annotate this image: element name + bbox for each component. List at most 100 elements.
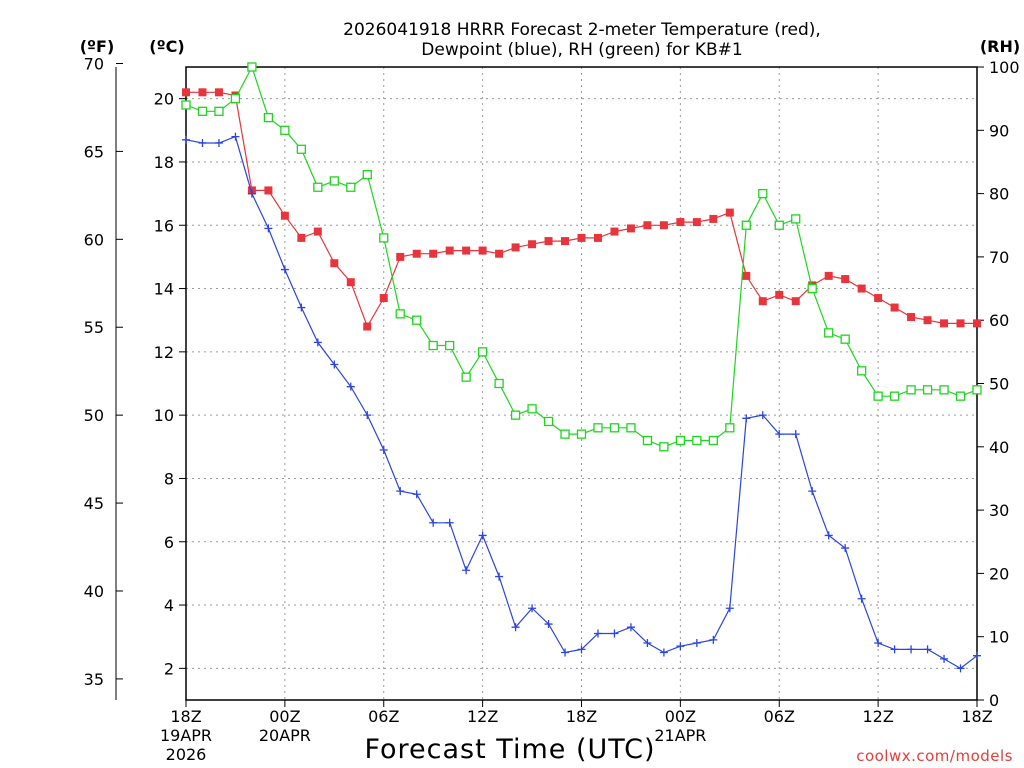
temperature-point — [940, 319, 949, 328]
temperature-point — [775, 290, 784, 299]
rh-point — [346, 182, 356, 192]
temperature-point — [462, 246, 471, 255]
temperature-point — [791, 297, 800, 306]
rh-unit-label: (RH) — [980, 37, 1020, 56]
x-tick-date: 21APR — [654, 726, 706, 745]
dewpoint-point — [758, 411, 767, 420]
temperature-point — [495, 249, 504, 258]
rh-tick-label: 100 — [989, 58, 1020, 77]
x-tick-label: 12Z — [862, 707, 893, 726]
rh-point — [181, 100, 191, 110]
temperature-point — [742, 271, 751, 280]
rh-point — [379, 233, 389, 243]
dewpoint-point — [610, 629, 619, 638]
dewpoint-point — [379, 445, 388, 454]
temperature-point — [692, 218, 701, 227]
temperature-point — [528, 240, 537, 249]
dewpoint-point — [923, 645, 932, 654]
celsius-tick-label: 4 — [164, 596, 174, 615]
temperature-point — [857, 284, 866, 293]
temperature-point — [297, 233, 306, 242]
celsius-tick-label: 10 — [154, 406, 174, 425]
celsius-tick-label: 20 — [154, 90, 174, 109]
temperature-point — [511, 243, 520, 252]
dewpoint-point — [280, 265, 289, 274]
dewpoint-series — [182, 132, 981, 673]
rh-tick-label: 70 — [989, 248, 1009, 267]
rh-point — [543, 416, 554, 427]
dewpoint-point — [214, 138, 223, 147]
dewpoint-point — [824, 531, 833, 540]
dewpoint-point — [561, 648, 570, 657]
x-tick-label: 18Z — [170, 707, 201, 726]
dewpoint-point — [692, 639, 701, 648]
rh-point — [824, 328, 834, 338]
dewpoint-point — [544, 620, 553, 629]
temperature-point — [379, 294, 388, 303]
temperature-point — [561, 237, 570, 246]
chart-title-line2: Dewpoint (blue), RH (green) for KB#1 — [421, 40, 742, 60]
rh-series — [181, 62, 982, 452]
celsius-tick-label: 18 — [154, 153, 174, 172]
temperature-point — [907, 313, 916, 322]
dewpoint-line — [185, 135, 978, 670]
rh-tick-label: 90 — [989, 121, 1009, 140]
temperature-point — [214, 88, 223, 97]
rh-point — [659, 442, 669, 452]
dewpoint-point — [907, 645, 916, 654]
dewpoint-point — [857, 594, 866, 603]
x-tick-label: 06Z — [368, 707, 399, 726]
rh-tick-label: 80 — [989, 185, 1009, 204]
celsius-tick-label: 2 — [164, 659, 174, 678]
fahrenheit-tick-label: 45 — [84, 494, 104, 513]
rh-point — [840, 334, 850, 344]
fahrenheit-tick-label: 65 — [84, 142, 104, 161]
dewpoint-point — [330, 360, 339, 369]
axes — [115, 62, 984, 707]
temperature-point — [363, 322, 372, 331]
rh-point — [494, 378, 504, 389]
dewpoint-point — [643, 639, 652, 648]
temperature-point — [725, 208, 734, 217]
dewpoint-point — [429, 518, 438, 527]
fahrenheit-tick-label: 60 — [84, 230, 104, 249]
temperature-point — [182, 88, 190, 97]
rh-point — [675, 435, 686, 446]
rh-point — [939, 385, 949, 395]
rh-tick-label: 50 — [989, 375, 1009, 394]
temperature-point — [956, 319, 965, 328]
rh-point — [972, 385, 982, 395]
dewpoint-point — [577, 645, 586, 654]
temperature-point — [659, 221, 668, 230]
temperature-point — [396, 252, 405, 261]
temperature-point — [610, 227, 619, 236]
x-tick-date: 19APR — [160, 726, 212, 745]
rh-tick-label: 10 — [989, 628, 1009, 647]
x-tick-label: 12Z — [467, 707, 498, 726]
rh-point — [725, 423, 735, 433]
rh-point — [395, 309, 405, 319]
rh-tick-label: 40 — [989, 438, 1009, 457]
temperature-point — [626, 224, 635, 233]
dewpoint-point — [478, 531, 487, 540]
temperature-point — [874, 294, 883, 303]
x-tick-label: 18Z — [961, 707, 992, 726]
x-tick-label: 06Z — [764, 707, 795, 726]
rh-point — [362, 169, 372, 180]
rh-point — [889, 391, 900, 401]
rh-point — [856, 366, 867, 376]
x-tick-label: 00Z — [269, 707, 300, 726]
temperature-point — [412, 249, 421, 258]
dewpoint-point — [626, 623, 635, 632]
rh-point — [214, 106, 224, 116]
temperature-point — [676, 218, 685, 227]
dewpoint-point — [363, 411, 372, 420]
temperature-point — [198, 88, 207, 97]
temperature-point — [544, 237, 553, 246]
temperature-point — [429, 249, 438, 258]
dewpoint-point — [890, 645, 899, 654]
rh-point — [642, 435, 653, 446]
x-tick-date: 20APR — [259, 726, 311, 745]
dewpoint-point — [874, 639, 883, 648]
